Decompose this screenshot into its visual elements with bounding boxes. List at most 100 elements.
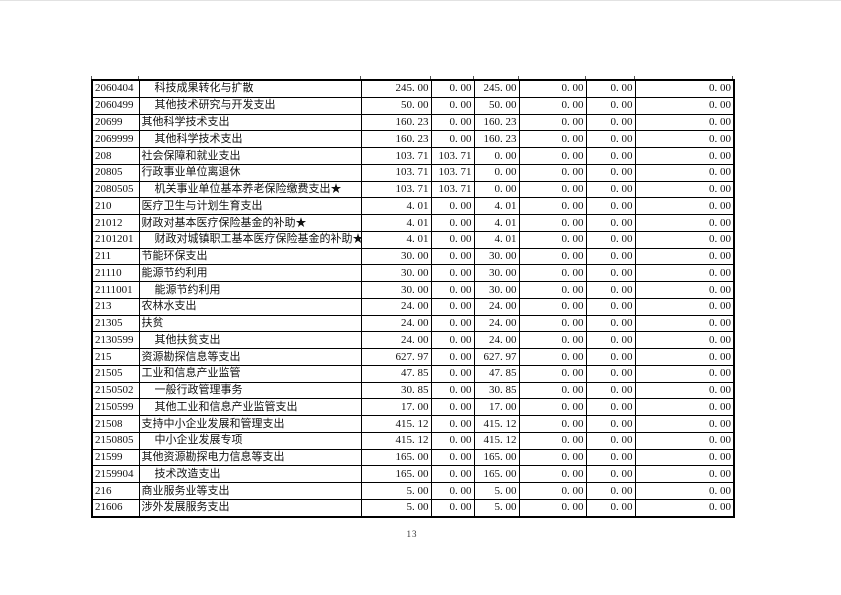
table-row: 2130599 其他扶贫支出 24. 00 0. 00 24. 00 0. 00… bbox=[91, 331, 735, 350]
cell-amount: 0. 00 bbox=[518, 381, 587, 400]
cell-amount: 0. 00 bbox=[430, 264, 475, 283]
cell-amount: 30. 00 bbox=[473, 247, 520, 266]
cell-amount: 0. 00 bbox=[518, 247, 587, 266]
table-row: 2060404 科技成果转化与扩散 245. 00 0. 00 245. 00 … bbox=[91, 79, 735, 98]
cell-amount: 0. 00 bbox=[430, 247, 475, 266]
cell-amount: 0. 00 bbox=[518, 498, 587, 518]
cell-amount: 4. 01 bbox=[360, 214, 432, 232]
table-column-stub bbox=[360, 76, 361, 80]
cell-amount: 0. 00 bbox=[518, 448, 587, 467]
cell-amount: 0. 00 bbox=[585, 381, 636, 400]
cell-budget-item-name: 财政对基本医疗保险基金的补助★ bbox=[138, 214, 362, 232]
cell-amount: 0. 00 bbox=[634, 297, 735, 316]
cell-amount: 0. 00 bbox=[518, 197, 587, 216]
cell-amount: 0. 00 bbox=[585, 79, 636, 98]
table-row: 20699 其他科学技术支出 160. 23 0. 00 160. 23 0. … bbox=[91, 113, 735, 132]
cell-amount: 0. 00 bbox=[634, 230, 735, 249]
cell-amount: 0. 00 bbox=[518, 415, 587, 433]
cell-amount: 0. 00 bbox=[585, 197, 636, 216]
cell-amount: 0. 00 bbox=[518, 297, 587, 316]
table-row: 210 医疗卫生与计划生育支出 4. 01 0. 00 4. 01 0. 00 … bbox=[91, 197, 735, 216]
cell-budget-item-name: 财政对城镇职工基本医疗保险基金的补助★ bbox=[138, 230, 362, 249]
cell-budget-code: 216 bbox=[91, 482, 140, 500]
cell-budget-item-name: 节能环保支出 bbox=[138, 247, 362, 266]
cell-budget-code: 2111001 bbox=[91, 281, 140, 299]
cell-amount: 103. 71 bbox=[360, 180, 432, 199]
cell-budget-item-name: 涉外发展服务支出 bbox=[138, 498, 362, 518]
cell-budget-item-name: 农林水支出 bbox=[138, 297, 362, 316]
cell-amount: 0. 00 bbox=[634, 130, 735, 149]
table-row: 2069999 其他科学技术支出 160. 23 0. 00 160. 23 0… bbox=[91, 130, 735, 149]
cell-budget-code: 2159904 bbox=[91, 465, 140, 484]
cell-amount: 103. 71 bbox=[430, 163, 475, 182]
cell-amount: 24. 00 bbox=[360, 297, 432, 316]
cell-budget-code: 20805 bbox=[91, 163, 140, 182]
cell-amount: 5. 00 bbox=[360, 498, 432, 518]
cell-amount: 0. 00 bbox=[518, 348, 587, 366]
table-column-stub bbox=[518, 76, 519, 80]
table-row: 20805 行政事业单位离退休 103. 71 103. 71 0. 00 0.… bbox=[91, 163, 735, 182]
table-row: 213 农林水支出 24. 00 0. 00 24. 00 0. 00 0. 0… bbox=[91, 297, 735, 316]
cell-amount: 0. 00 bbox=[430, 448, 475, 467]
cell-amount: 0. 00 bbox=[430, 281, 475, 299]
cell-budget-code: 21505 bbox=[91, 364, 140, 383]
cell-amount: 245. 00 bbox=[473, 79, 520, 98]
cell-amount: 0. 00 bbox=[585, 113, 636, 132]
cell-amount: 50. 00 bbox=[360, 96, 432, 115]
cell-amount: 0. 00 bbox=[473, 180, 520, 199]
cell-budget-item-name: 能源节约利用 bbox=[138, 264, 362, 283]
cell-amount: 0. 00 bbox=[634, 498, 735, 518]
cell-amount: 47. 85 bbox=[360, 364, 432, 383]
cell-amount: 17. 00 bbox=[473, 398, 520, 417]
cell-amount: 0. 00 bbox=[430, 431, 475, 450]
cell-amount: 165. 00 bbox=[473, 465, 520, 484]
cell-amount: 0. 00 bbox=[585, 163, 636, 182]
screen-top-edge bbox=[0, 0, 841, 1]
cell-budget-item-name: 其他科学技术支出 bbox=[138, 113, 362, 132]
cell-budget-code: 2060499 bbox=[91, 96, 140, 115]
cell-amount: 0. 00 bbox=[634, 381, 735, 400]
table-row: 21606 涉外发展服务支出 5. 00 0. 00 5. 00 0. 00 0… bbox=[91, 498, 735, 518]
cell-amount: 0. 00 bbox=[585, 498, 636, 518]
cell-amount: 415. 12 bbox=[360, 415, 432, 433]
cell-amount: 24. 00 bbox=[473, 331, 520, 350]
cell-budget-code: 21606 bbox=[91, 498, 140, 518]
cell-amount: 0. 00 bbox=[518, 79, 587, 98]
cell-amount: 0. 00 bbox=[430, 130, 475, 149]
cell-budget-item-name: 医疗卫生与计划生育支出 bbox=[138, 197, 362, 216]
cell-amount: 24. 00 bbox=[360, 331, 432, 350]
table-row: 21599 其他资源勘探电力信息等支出 165. 00 0. 00 165. 0… bbox=[91, 448, 735, 467]
cell-amount: 0. 00 bbox=[585, 281, 636, 299]
cell-amount: 0. 00 bbox=[634, 163, 735, 182]
cell-amount: 627. 97 bbox=[360, 348, 432, 366]
cell-amount: 30. 00 bbox=[360, 264, 432, 283]
cell-amount: 0. 00 bbox=[585, 297, 636, 316]
cell-budget-code: 2060404 bbox=[91, 79, 140, 98]
cell-amount: 165. 00 bbox=[360, 448, 432, 467]
cell-amount: 0. 00 bbox=[634, 431, 735, 450]
cell-budget-code: 2150502 bbox=[91, 381, 140, 400]
cell-budget-code: 210 bbox=[91, 197, 140, 216]
cell-amount: 103. 71 bbox=[360, 163, 432, 182]
cell-budget-code: 2130599 bbox=[91, 331, 140, 350]
cell-amount: 30. 00 bbox=[360, 281, 432, 299]
cell-amount: 30. 85 bbox=[360, 381, 432, 400]
cell-amount: 0. 00 bbox=[430, 297, 475, 316]
cell-amount: 0. 00 bbox=[430, 314, 475, 333]
cell-budget-code: 21305 bbox=[91, 314, 140, 333]
cell-budget-item-name: 工业和信息产业监管 bbox=[138, 364, 362, 383]
cell-amount: 24. 00 bbox=[360, 314, 432, 333]
cell-amount: 0. 00 bbox=[518, 130, 587, 149]
cell-amount: 415. 12 bbox=[473, 415, 520, 433]
cell-amount: 5. 00 bbox=[473, 482, 520, 500]
cell-amount: 0. 00 bbox=[430, 465, 475, 484]
cell-amount: 4. 01 bbox=[473, 230, 520, 249]
cell-budget-item-name: 能源节约利用 bbox=[138, 281, 362, 299]
cell-amount: 4. 01 bbox=[360, 230, 432, 249]
cell-budget-code: 215 bbox=[91, 348, 140, 366]
table-row: 21508 支持中小企业发展和管理支出 415. 12 0. 00 415. 1… bbox=[91, 415, 735, 433]
cell-amount: 0. 00 bbox=[518, 331, 587, 350]
table-row: 2101201 财政对城镇职工基本医疗保险基金的补助★ 4. 01 0. 00 … bbox=[91, 230, 735, 249]
cell-amount: 30. 00 bbox=[473, 281, 520, 299]
cell-amount: 0. 00 bbox=[585, 364, 636, 383]
